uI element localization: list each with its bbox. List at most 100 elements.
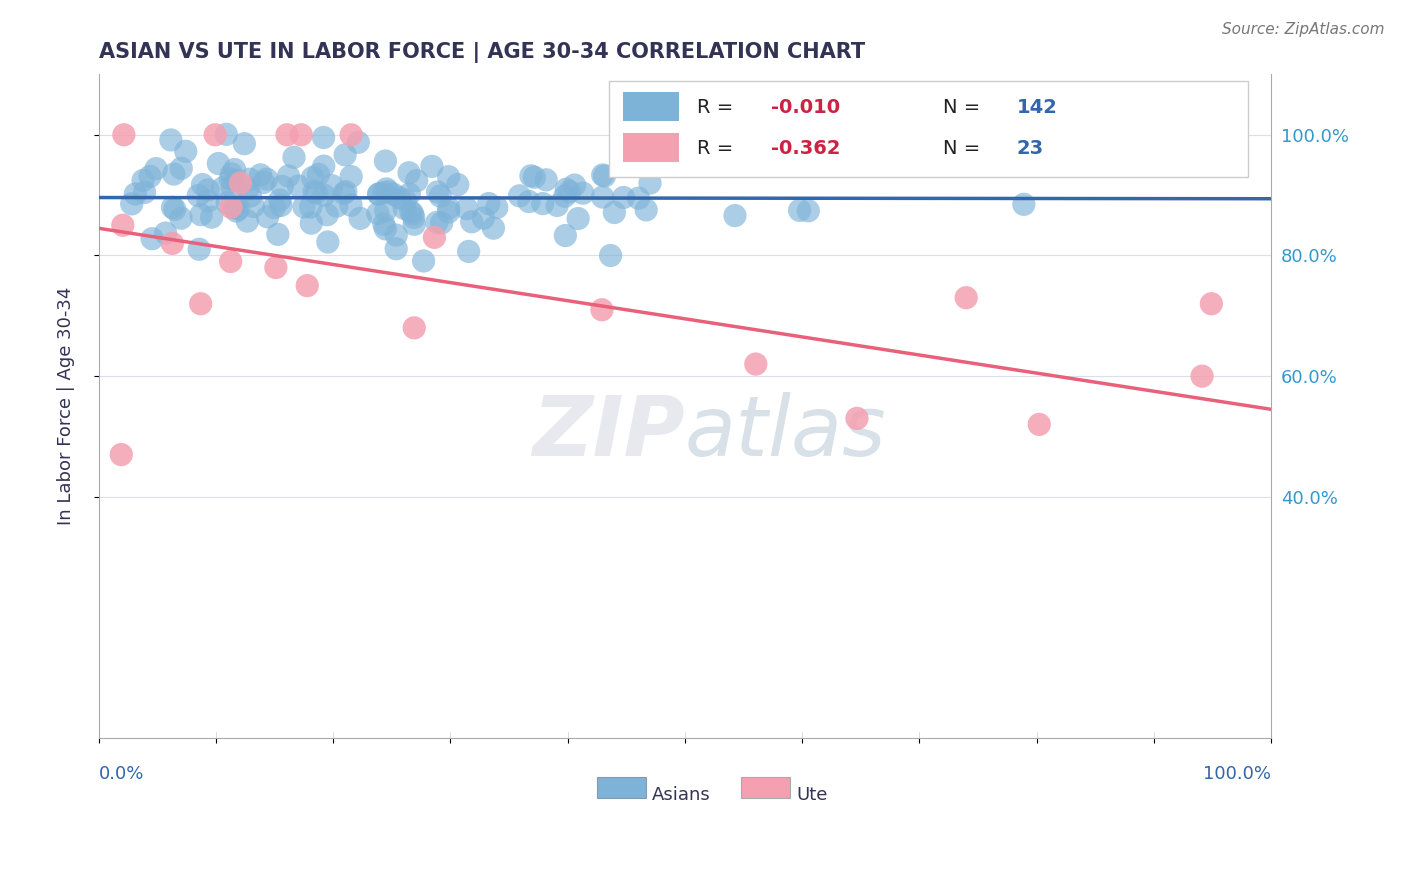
Point: [382, 187, 405, 202]
Point: [162, 236, 184, 251]
Point: [745, 357, 768, 371]
Point: [302, 185, 325, 199]
Point: [554, 189, 576, 203]
Text: Ute: Ute: [796, 786, 828, 804]
Point: [301, 170, 323, 185]
Point: [1191, 369, 1213, 384]
Point: [592, 168, 614, 182]
Point: [197, 194, 219, 208]
Point: [219, 172, 242, 186]
Point: [340, 169, 363, 184]
Text: atlas: atlas: [685, 392, 887, 474]
Point: [636, 202, 658, 217]
Point: [316, 235, 339, 249]
Point: [308, 168, 330, 182]
Point: [225, 173, 247, 187]
Point: [299, 216, 322, 230]
Point: [558, 185, 581, 199]
Point: [224, 162, 246, 177]
Point: [456, 202, 478, 216]
Point: [242, 199, 264, 213]
Text: Source: ZipAtlas.com: Source: ZipAtlas.com: [1222, 22, 1385, 37]
Point: [385, 228, 408, 243]
Point: [112, 128, 135, 142]
Point: [224, 201, 246, 215]
Point: [217, 195, 239, 210]
Point: [1012, 197, 1035, 211]
Point: [305, 186, 328, 201]
Point: [627, 191, 650, 205]
Point: [333, 148, 356, 162]
Point: [340, 198, 363, 212]
Text: -0.362: -0.362: [770, 139, 839, 159]
Point: [955, 291, 977, 305]
Point: [221, 180, 243, 194]
Point: [188, 242, 211, 256]
Point: [269, 193, 291, 207]
Point: [412, 254, 434, 268]
Point: [221, 167, 243, 181]
Point: [139, 169, 162, 184]
Bar: [741, 777, 790, 798]
Text: R =: R =: [696, 98, 740, 118]
Point: [111, 219, 134, 233]
Text: -0.010: -0.010: [770, 98, 839, 118]
Point: [236, 182, 259, 196]
Point: [437, 201, 460, 215]
Point: [191, 178, 214, 192]
Point: [229, 176, 252, 190]
Point: [373, 186, 395, 200]
Point: [398, 166, 420, 180]
Point: [326, 199, 349, 213]
Point: [134, 186, 156, 200]
Point: [110, 448, 132, 462]
Point: [312, 130, 335, 145]
Point: [263, 201, 285, 215]
Point: [312, 159, 335, 173]
Point: [509, 189, 531, 203]
Point: [297, 278, 319, 293]
Point: [190, 208, 212, 222]
Point: [485, 201, 508, 215]
Point: [187, 188, 209, 202]
Text: ZIP: ZIP: [533, 392, 685, 474]
Point: [174, 145, 197, 159]
Point: [405, 174, 427, 188]
Point: [316, 208, 339, 222]
Text: ASIAN VS UTE IN LABOR FORCE | AGE 30-34 CORRELATION CHART: ASIAN VS UTE IN LABOR FORCE | AGE 30-34 …: [98, 42, 865, 62]
Point: [1028, 417, 1050, 432]
Point: [398, 187, 420, 202]
Point: [650, 154, 672, 169]
Point: [283, 150, 305, 164]
Point: [292, 200, 315, 214]
Point: [163, 202, 186, 217]
Point: [394, 193, 416, 207]
Bar: [609, 81, 1247, 178]
Point: [264, 260, 287, 275]
Point: [402, 211, 425, 225]
Point: [256, 210, 278, 224]
Point: [211, 181, 233, 195]
Point: [367, 186, 389, 201]
Point: [287, 179, 309, 194]
Point: [995, 154, 1018, 169]
Point: [404, 217, 426, 231]
Point: [564, 178, 586, 192]
Point: [520, 169, 543, 183]
Point: [290, 128, 312, 142]
Point: [340, 128, 363, 142]
Point: [460, 215, 482, 229]
Point: [276, 128, 298, 142]
Text: N =: N =: [943, 139, 987, 159]
Point: [374, 153, 396, 168]
Point: [404, 321, 426, 335]
Point: [239, 172, 262, 186]
Point: [638, 176, 661, 190]
Bar: [623, 92, 679, 121]
Point: [599, 248, 621, 262]
Bar: [623, 133, 679, 162]
Point: [426, 215, 449, 229]
Point: [377, 185, 399, 199]
Point: [256, 172, 278, 186]
Point: [789, 203, 811, 218]
